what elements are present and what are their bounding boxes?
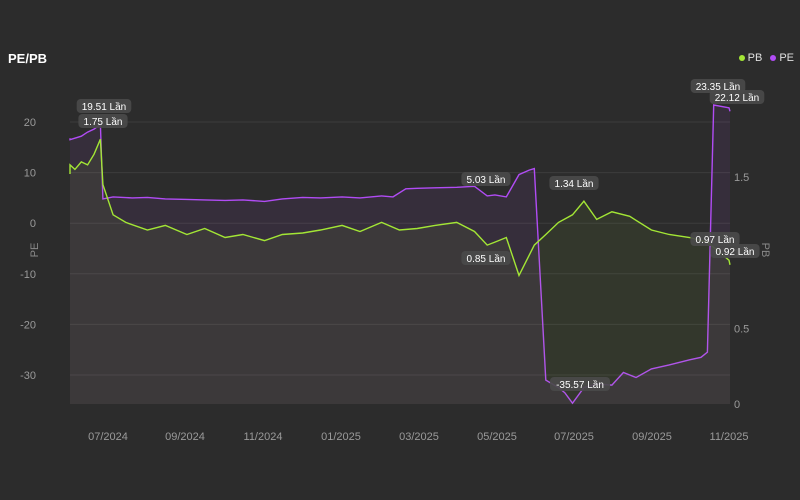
y-left-tick-label: -10 [20, 269, 36, 281]
legend-marker-pe [770, 55, 777, 61]
x-tick-label: 11/2025 [710, 431, 749, 443]
series-line-pb [69, 138, 731, 278]
callout-label: 0.85 Lần [467, 253, 506, 265]
callout-bg [461, 251, 511, 265]
legend-item-pe[interactable]: PE [770, 52, 794, 64]
y-right-tick-label: 1.5 [734, 172, 749, 184]
callout-label: 1.34 Lần [555, 178, 594, 190]
x-tick-label: 11/2024 [244, 431, 283, 443]
callout-bg [690, 79, 746, 93]
callout-bg [710, 244, 760, 258]
x-tick-label: 01/2025 [321, 431, 361, 443]
chart-legend: PB PE [738, 52, 794, 64]
x-tick-label: 07/2025 [554, 431, 594, 443]
x-tick-label: 05/2025 [477, 431, 517, 443]
series-line-pe [69, 104, 731, 405]
callout-label: 19.51 Lần [82, 101, 127, 113]
y-left-tick-label: 10 [24, 168, 36, 180]
callout-bg [78, 114, 128, 128]
series-area-pe [70, 105, 730, 404]
callout-label: -35.57 Lần [556, 379, 604, 391]
callout-bg [461, 172, 511, 186]
y-right-tick-label: 0.5 [734, 323, 749, 335]
y-left-axis-title: PE [29, 243, 41, 258]
chart-title: PE/PB [8, 51, 48, 66]
x-tick-label: 09/2024 [165, 431, 205, 443]
legend-label-pb: PB [747, 52, 763, 64]
y-left-tick-label: -30 [20, 370, 36, 382]
callout-bg [549, 176, 599, 190]
callout-label: 1.75 Lần [84, 116, 123, 128]
y-right-tick-label: 0 [734, 399, 740, 411]
y-left-tick-label: -20 [20, 319, 36, 331]
callout-label: 0.97 Lần [696, 234, 735, 246]
callout-bg [550, 377, 610, 391]
callout-bg [709, 90, 765, 104]
legend-label-pe: PE [779, 52, 794, 64]
y-left-tick-label: 0 [30, 218, 36, 230]
callout-label: 5.03 Lần [467, 174, 506, 186]
y-left-tick-label: 20 [24, 117, 36, 129]
x-tick-label: 07/2024 [88, 431, 128, 443]
x-tick-label: 03/2025 [399, 431, 439, 443]
x-tick-label: 09/2025 [632, 431, 672, 443]
callout-label: 0.92 Lần [716, 246, 755, 258]
callout-bg [76, 99, 132, 113]
legend-item-pb[interactable]: PB [738, 52, 763, 64]
series-area-pb [70, 139, 730, 404]
callout-label: 22.12 Lần [715, 92, 760, 104]
callout-bg [690, 232, 740, 246]
legend-marker-pb [738, 55, 745, 61]
y-right-axis-title: PB [759, 243, 771, 258]
